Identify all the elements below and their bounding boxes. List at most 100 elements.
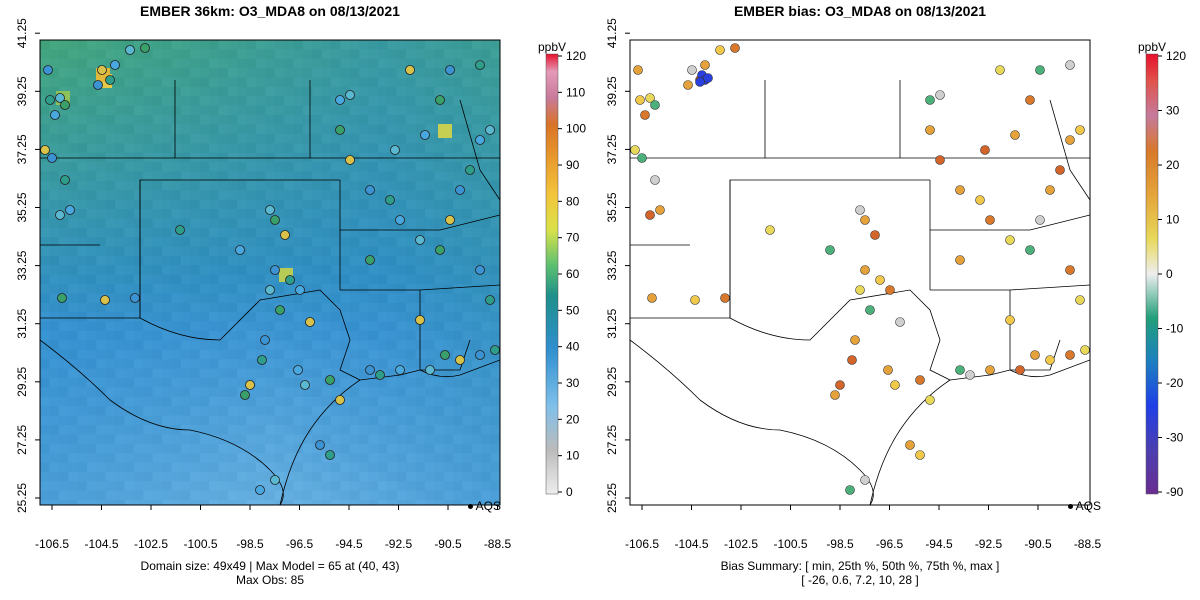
bias-station-marker <box>875 275 885 285</box>
model-cell <box>58 237 69 248</box>
model-cell <box>152 255 163 266</box>
station-marker <box>175 225 185 235</box>
model-cell <box>378 133 388 144</box>
colorbar-tick-label: 10 <box>566 449 580 463</box>
model-cell <box>387 415 398 426</box>
bias-station-marker <box>830 390 840 400</box>
model-cell <box>246 227 257 238</box>
model-cell <box>246 96 257 107</box>
model-cell <box>58 378 69 388</box>
model-cell <box>124 434 135 445</box>
model-cell <box>40 396 50 407</box>
model-cell <box>293 406 304 417</box>
model-cell <box>321 49 332 60</box>
model-cell <box>462 453 473 464</box>
model-cell <box>424 331 435 341</box>
model-cell <box>302 86 313 97</box>
model-cell <box>424 415 435 426</box>
model-cell <box>199 321 210 332</box>
model-cell <box>387 190 398 201</box>
model-cell <box>68 171 79 182</box>
model-cell <box>152 349 163 360</box>
model-cell <box>481 227 492 238</box>
model-cell <box>115 368 126 379</box>
model-cell <box>86 424 97 435</box>
model-cell <box>293 246 304 257</box>
model-cell <box>462 143 473 154</box>
model-cell <box>96 387 107 398</box>
model-cell <box>265 406 276 417</box>
model-cell <box>387 115 398 126</box>
model-cell <box>302 49 313 60</box>
model-cell <box>40 227 50 238</box>
station-marker <box>475 135 485 145</box>
bias-station-marker <box>1035 65 1045 75</box>
model-cell <box>490 471 500 482</box>
model-cell <box>190 58 201 69</box>
model-cell <box>453 481 464 492</box>
model-cell <box>471 143 482 154</box>
model-cell <box>209 312 219 323</box>
model-cell <box>359 302 370 313</box>
bias-station-marker <box>720 293 730 303</box>
model-cell <box>227 462 238 473</box>
model-cell <box>190 49 201 60</box>
model-cell <box>396 490 407 501</box>
model-cell <box>331 321 341 332</box>
model-cell <box>86 312 97 323</box>
model-cell <box>143 443 154 454</box>
y-tick-label: 41.25 <box>15 18 29 48</box>
model-cell <box>218 434 229 445</box>
model-cell <box>312 490 323 501</box>
model-cell <box>171 387 182 398</box>
model-cell <box>415 58 426 69</box>
model-cell <box>274 387 285 398</box>
colorbar-tick-label: 30 <box>1166 104 1180 118</box>
bias-station-marker <box>690 295 700 305</box>
model-cell <box>321 406 332 417</box>
model-cell <box>331 209 341 219</box>
model-cell <box>368 162 379 172</box>
model-cell <box>462 180 473 191</box>
left-axes: -106.5 -104.5 -102.5 -100.5 -98.5 -96.5 -94.5-… <box>15 18 511 551</box>
model-cell <box>490 415 500 426</box>
model-cell <box>378 105 388 116</box>
model-cell <box>453 115 464 126</box>
model-cell <box>133 255 144 266</box>
model-cell <box>415 124 426 135</box>
station-marker <box>100 295 110 305</box>
model-cell <box>180 227 191 238</box>
model-cell <box>434 190 445 201</box>
model-cell <box>378 274 388 285</box>
model-cell <box>190 368 201 379</box>
model-cell <box>265 40 276 50</box>
legend-dot-icon <box>468 504 473 510</box>
model-cell <box>237 96 248 107</box>
model-cell <box>180 143 191 154</box>
model-cell <box>378 49 388 60</box>
model-cell <box>453 246 464 257</box>
model-cell <box>58 274 69 285</box>
model-cell <box>490 359 500 370</box>
model-cell <box>462 378 473 388</box>
model-cell <box>237 462 248 473</box>
model-cell <box>462 227 473 238</box>
model-cell <box>368 490 379 501</box>
model-cell <box>265 133 276 144</box>
model-cell <box>396 415 407 426</box>
model-cell <box>96 284 107 295</box>
model-cell <box>133 199 144 210</box>
model-cell <box>105 115 116 126</box>
model-cell <box>218 462 229 473</box>
model-cell <box>368 312 379 323</box>
model-cell <box>265 453 276 464</box>
model-cell <box>265 434 276 445</box>
model-cell <box>302 434 313 445</box>
model-cell <box>209 359 219 370</box>
model-cell <box>481 171 492 182</box>
model-cell <box>96 340 107 351</box>
model-cell <box>368 209 379 219</box>
model-cell <box>424 396 435 407</box>
model-cell <box>321 227 332 238</box>
model-cell <box>434 171 445 182</box>
